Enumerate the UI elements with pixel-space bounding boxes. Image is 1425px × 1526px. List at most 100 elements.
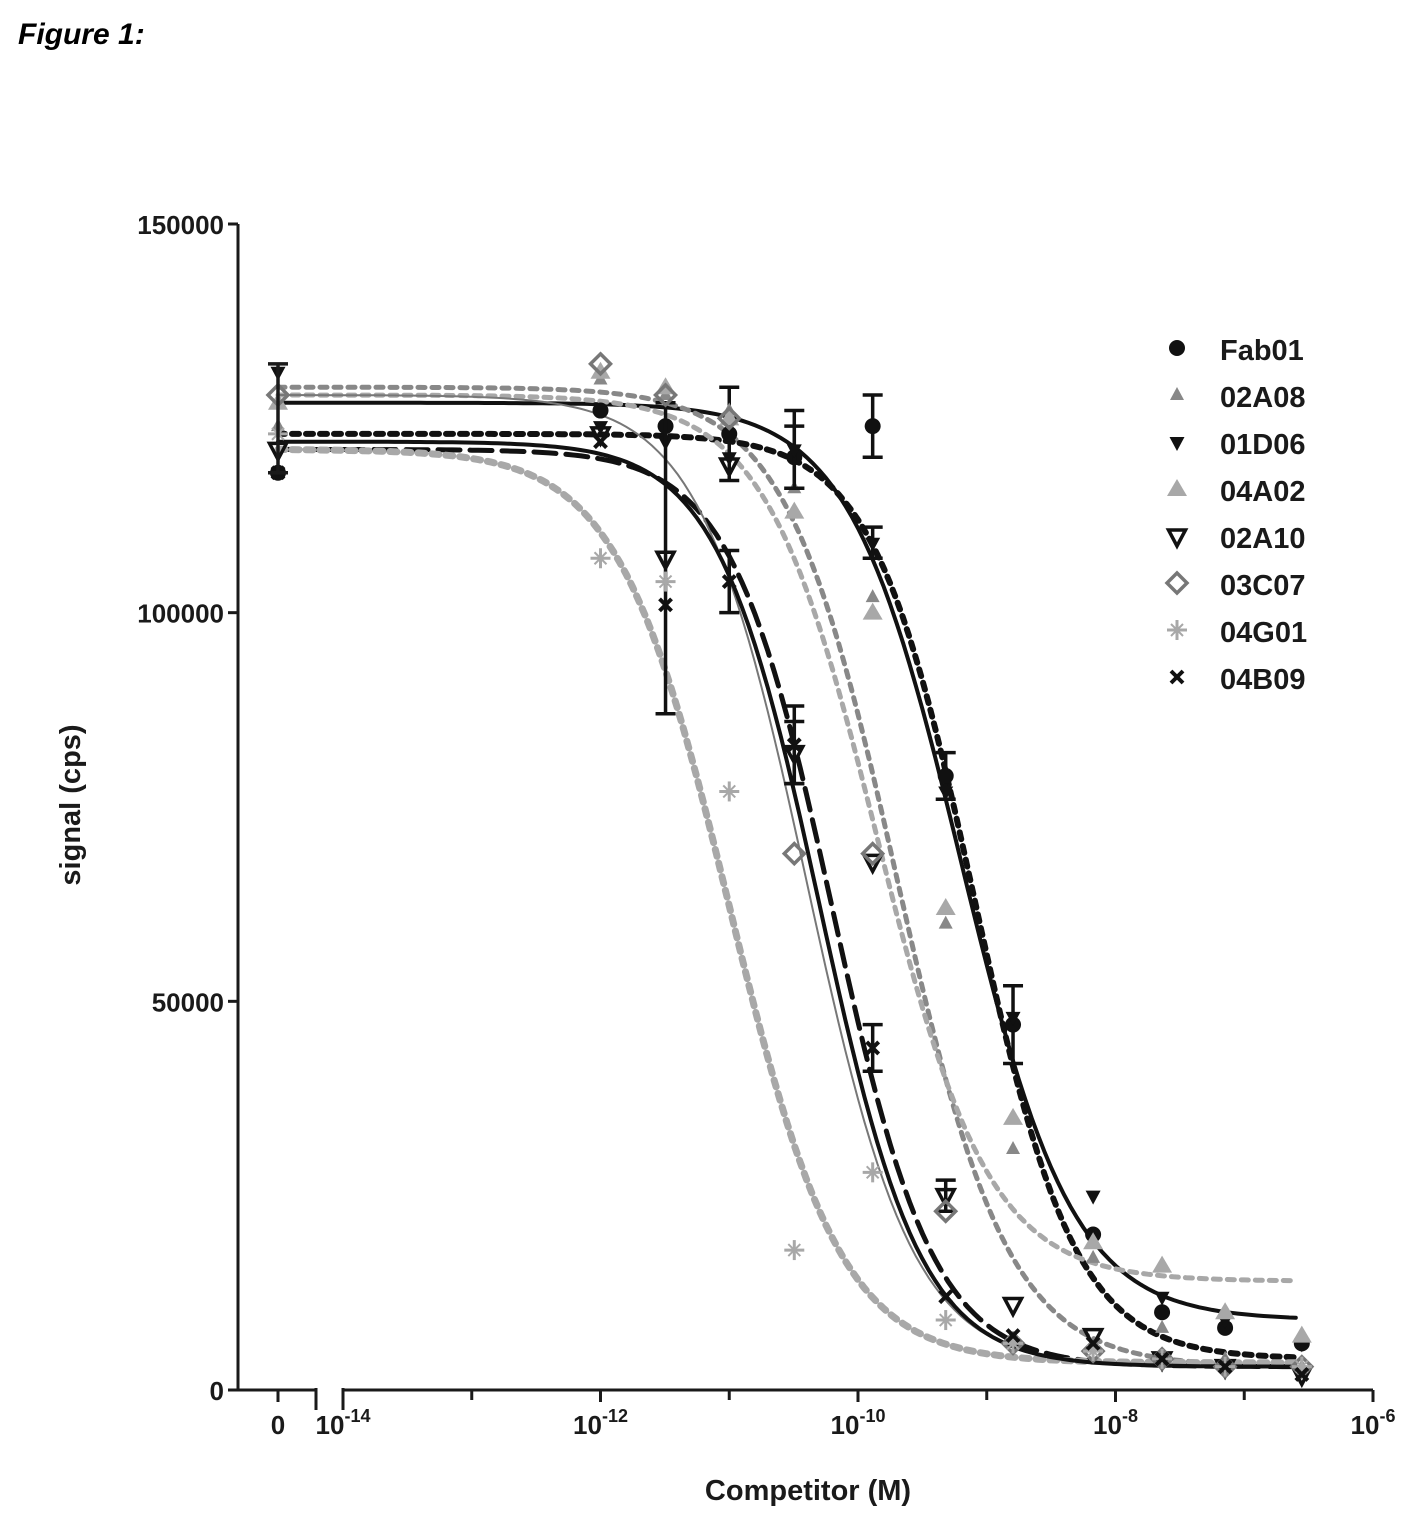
x-stroke [1154, 1351, 1170, 1367]
x-axis-label: Competitor (M) [705, 1475, 911, 1507]
data-point-04g01 [862, 1162, 883, 1183]
data-point-04b09 [1154, 1351, 1170, 1367]
fit-curve-02a10 [275, 446, 1299, 1370]
x-tick-label: 10-14 [316, 1406, 371, 1440]
legend-label: 02A10 [1220, 523, 1305, 555]
legend-label: Fab01 [1220, 335, 1304, 367]
data-point-fab01 [592, 402, 609, 419]
fit-curve-04a02 [275, 392, 1299, 1284]
star-stroke [658, 574, 673, 589]
data-point-04a02 [1215, 1302, 1236, 1320]
star-stroke [593, 551, 608, 565]
data-point-04a02 [1083, 1232, 1104, 1250]
x-tick-label: 0 [271, 1410, 285, 1440]
x-stroke [1169, 669, 1185, 685]
legend: Fab01 02A08 01D06 04A02 02A10 03C07 04G01 04B09 [1164, 335, 1307, 696]
legend-item-02a10: 02A10 [1165, 523, 1305, 555]
star-stroke [865, 1165, 880, 1180]
series-02a08 [271, 371, 1309, 1372]
data-point-04b09 [593, 434, 608, 450]
legend-item-04g01: 04G01 [1167, 617, 1307, 649]
star-stroke [787, 1243, 801, 1257]
data-point-04g01 [935, 1310, 956, 1331]
data-point-03c07 [933, 1198, 959, 1224]
y-tick-label: 0 [210, 1376, 224, 1406]
data-point-fab01 [864, 418, 881, 435]
data-point-04b09 [658, 597, 673, 613]
data-point-03c07 [588, 351, 613, 377]
data-point-02a10 [1001, 1296, 1025, 1319]
legend-marker-03c07 [1164, 570, 1190, 596]
data-point-04a02 [784, 501, 805, 519]
data-point-04b09 [1085, 1335, 1101, 1351]
data-point-04a02 [590, 361, 611, 379]
data-point-04b09 [1005, 1328, 1021, 1344]
legend-label: 04A02 [1220, 476, 1305, 508]
data-point-01d06 [938, 786, 954, 801]
data-point-04a02 [1003, 1107, 1024, 1125]
data-point-01d06 [865, 537, 881, 552]
data-point-04a02 [935, 898, 956, 916]
data-point-04b09 [1294, 1367, 1310, 1382]
data-point-04b09 [1217, 1359, 1233, 1375]
x-stroke [721, 574, 737, 589]
data-point-04a02 [1291, 1325, 1312, 1343]
fit-curve-03c07 [277, 394, 1297, 1368]
data-point-02a08 [1155, 1319, 1170, 1333]
data-point-04b09 [938, 1289, 954, 1305]
fit-curves [274, 384, 1300, 1370]
x-stroke [1294, 1367, 1310, 1382]
fit-curve-04g01 [274, 445, 1300, 1367]
y-tick-label: 150000 [137, 210, 224, 240]
legend-marker-02a08 [1170, 387, 1184, 400]
legend-item-fab01: Fab01 [1169, 335, 1304, 367]
data-point-04g01 [719, 781, 740, 802]
legend-marker-04a02 [1167, 479, 1187, 496]
legend-label: 04G01 [1220, 617, 1307, 649]
fit-curve-04b09 [276, 439, 1298, 1369]
legend-item-04a02: 04A02 [1167, 476, 1305, 508]
x-stroke [1217, 1359, 1233, 1375]
x-tick-label: 10-6 [1351, 1406, 1396, 1440]
series-04b09 [270, 434, 1310, 1382]
x-tick-label: 10-10 [831, 1406, 886, 1440]
data-point-02a10 [861, 853, 885, 876]
fit-curve-02a08 [275, 384, 1299, 1369]
data-markers [265, 351, 1315, 1389]
x-stroke [658, 597, 673, 613]
star-stroke [1170, 623, 1184, 637]
data-point-02a10 [717, 457, 741, 479]
legend-item-03c07: 03C07 [1164, 570, 1305, 602]
x-stroke [786, 737, 802, 753]
legend-marker-02a10 [1165, 528, 1189, 550]
data-point-04b09 [721, 574, 737, 589]
data-point-04g01 [655, 571, 676, 592]
legend-item-02a08: 02A08 [1170, 382, 1305, 414]
star-stroke [939, 1313, 953, 1327]
x-stroke [1085, 1335, 1101, 1351]
series-fab01 [270, 385, 1310, 1352]
data-point-03c07 [860, 841, 886, 867]
series-03c07 [265, 351, 1315, 1380]
legend-label: 03C07 [1220, 570, 1305, 602]
data-point-02a10 [654, 550, 677, 572]
data-point-01d06 [1085, 1190, 1101, 1205]
legend-marker-fab01 [1169, 340, 1185, 356]
legend-label: 04B09 [1220, 664, 1305, 696]
data-point-fab01 [721, 425, 738, 442]
y-axis-label: signal (cps) [55, 724, 87, 885]
legend-marker-04b09 [1169, 669, 1185, 685]
x-stroke [593, 434, 608, 450]
data-point-04a02 [1152, 1255, 1173, 1273]
fit-curve-01d06 [275, 430, 1299, 1361]
data-point-01d06 [1154, 1291, 1170, 1306]
data-point-04g01 [590, 548, 611, 569]
data-point-04a02 [862, 602, 883, 620]
data-point-04b09 [786, 737, 802, 753]
legend-item-01d06: 01D06 [1169, 429, 1305, 461]
data-point-fab01 [937, 767, 954, 784]
data-point-04g01 [784, 1240, 805, 1261]
legend-marker-04g01 [1167, 620, 1187, 640]
legend-label: 01D06 [1220, 429, 1305, 461]
